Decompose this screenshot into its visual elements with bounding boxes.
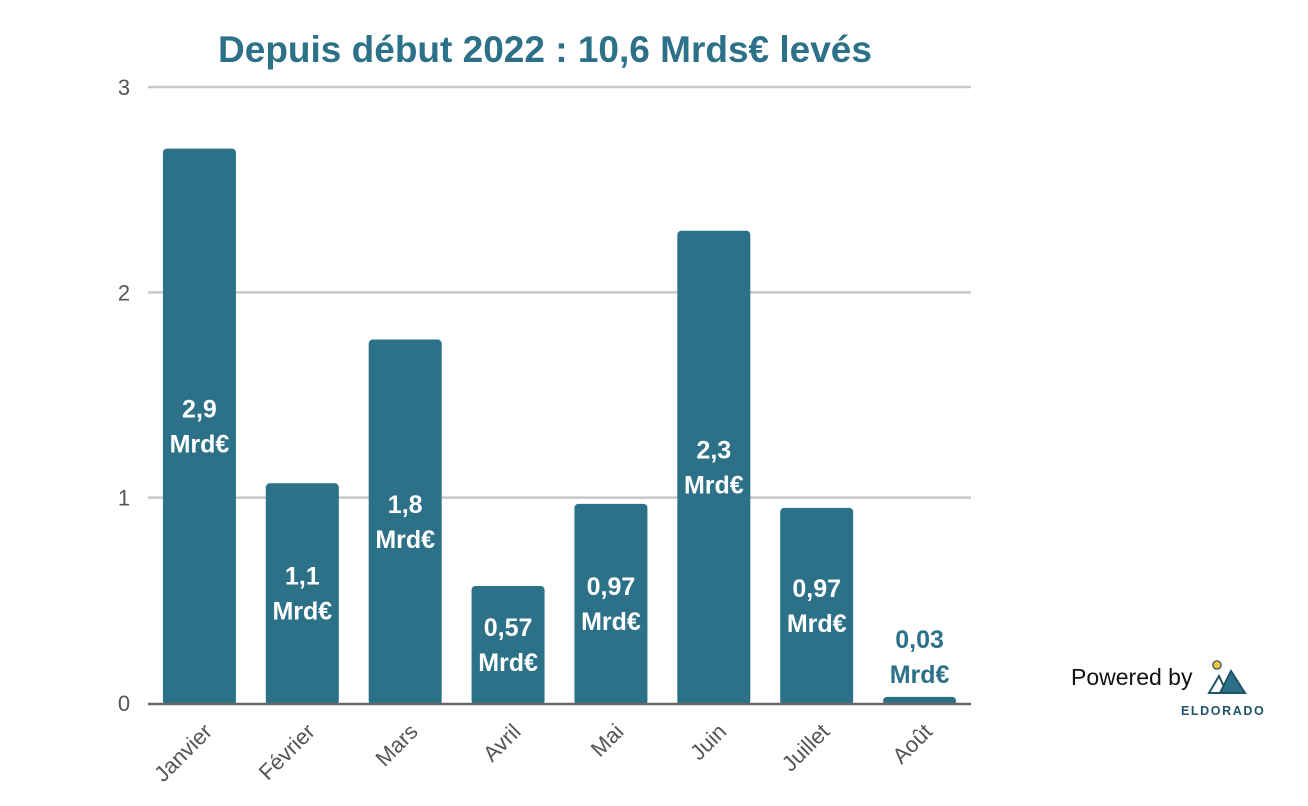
bar-data-label: 1,8 — [388, 491, 423, 519]
bar-data-label: Mrd€ — [581, 608, 641, 636]
y-tick-label: 0 — [118, 691, 130, 716]
bar — [471, 585, 545, 705]
x-tick-label: Février — [254, 719, 320, 785]
bar-data-label: Mrd€ — [375, 526, 435, 554]
x-tick-label: Juin — [685, 719, 731, 765]
x-tick-label: Août — [887, 719, 937, 769]
bar-data-label: 0,97 — [792, 575, 841, 603]
bar-data-label: Mrd€ — [170, 430, 230, 458]
bar — [265, 483, 339, 705]
bar — [574, 503, 648, 705]
bar-data-label: Mrd€ — [478, 649, 538, 677]
chart-title: Depuis début 2022 : 10,6 Mrds€ levés — [218, 29, 872, 70]
bar-data-label: 2,3 — [696, 436, 731, 464]
bar-data-label: Mrd€ — [684, 471, 744, 499]
bar-data-label: Mrd€ — [272, 598, 332, 626]
powered-by-text: Powered by — [1071, 664, 1193, 690]
x-tick-label: Mai — [586, 719, 629, 762]
bar — [780, 507, 854, 705]
x-tick-label: Juillet — [777, 719, 834, 776]
bar-data-label: Mrd€ — [890, 661, 950, 689]
y-axis: 0 1 2 3 — [118, 75, 130, 716]
x-tick-label: Mars — [370, 719, 422, 771]
y-tick-label: 1 — [118, 486, 130, 511]
bar — [162, 148, 236, 706]
bar — [368, 339, 442, 705]
bar-data-label: 0,03 — [895, 626, 944, 654]
mountain-sun-logo-icon — [1207, 660, 1247, 694]
y-tick-label: 3 — [118, 75, 130, 100]
bar-data-label: 0,97 — [587, 573, 636, 601]
data-labels: 2,9 Mrd€ 1,1 Mrd€ 1,8 Mrd€ 0,57 Mrd€ 0,97 Mrd€ 2,3… — [170, 395, 950, 689]
gridlines — [148, 85, 971, 499]
bar-data-label: 1,1 — [285, 563, 320, 591]
bar-data-label: Mrd€ — [787, 610, 847, 638]
x-tick-label: Janvier — [149, 719, 217, 787]
x-axis: Janvier Février Mars Avril Mai Juin Juillet Aoû… — [149, 719, 937, 787]
brand-name: ELDORADO — [1181, 704, 1266, 718]
bars — [148, 148, 971, 706]
y-tick-label: 2 — [118, 280, 130, 305]
bar-data-label: 0,57 — [484, 614, 533, 642]
x-tick-label: Avril — [478, 719, 526, 767]
bar-data-label: 2,9 — [182, 395, 217, 423]
bar — [677, 230, 751, 705]
